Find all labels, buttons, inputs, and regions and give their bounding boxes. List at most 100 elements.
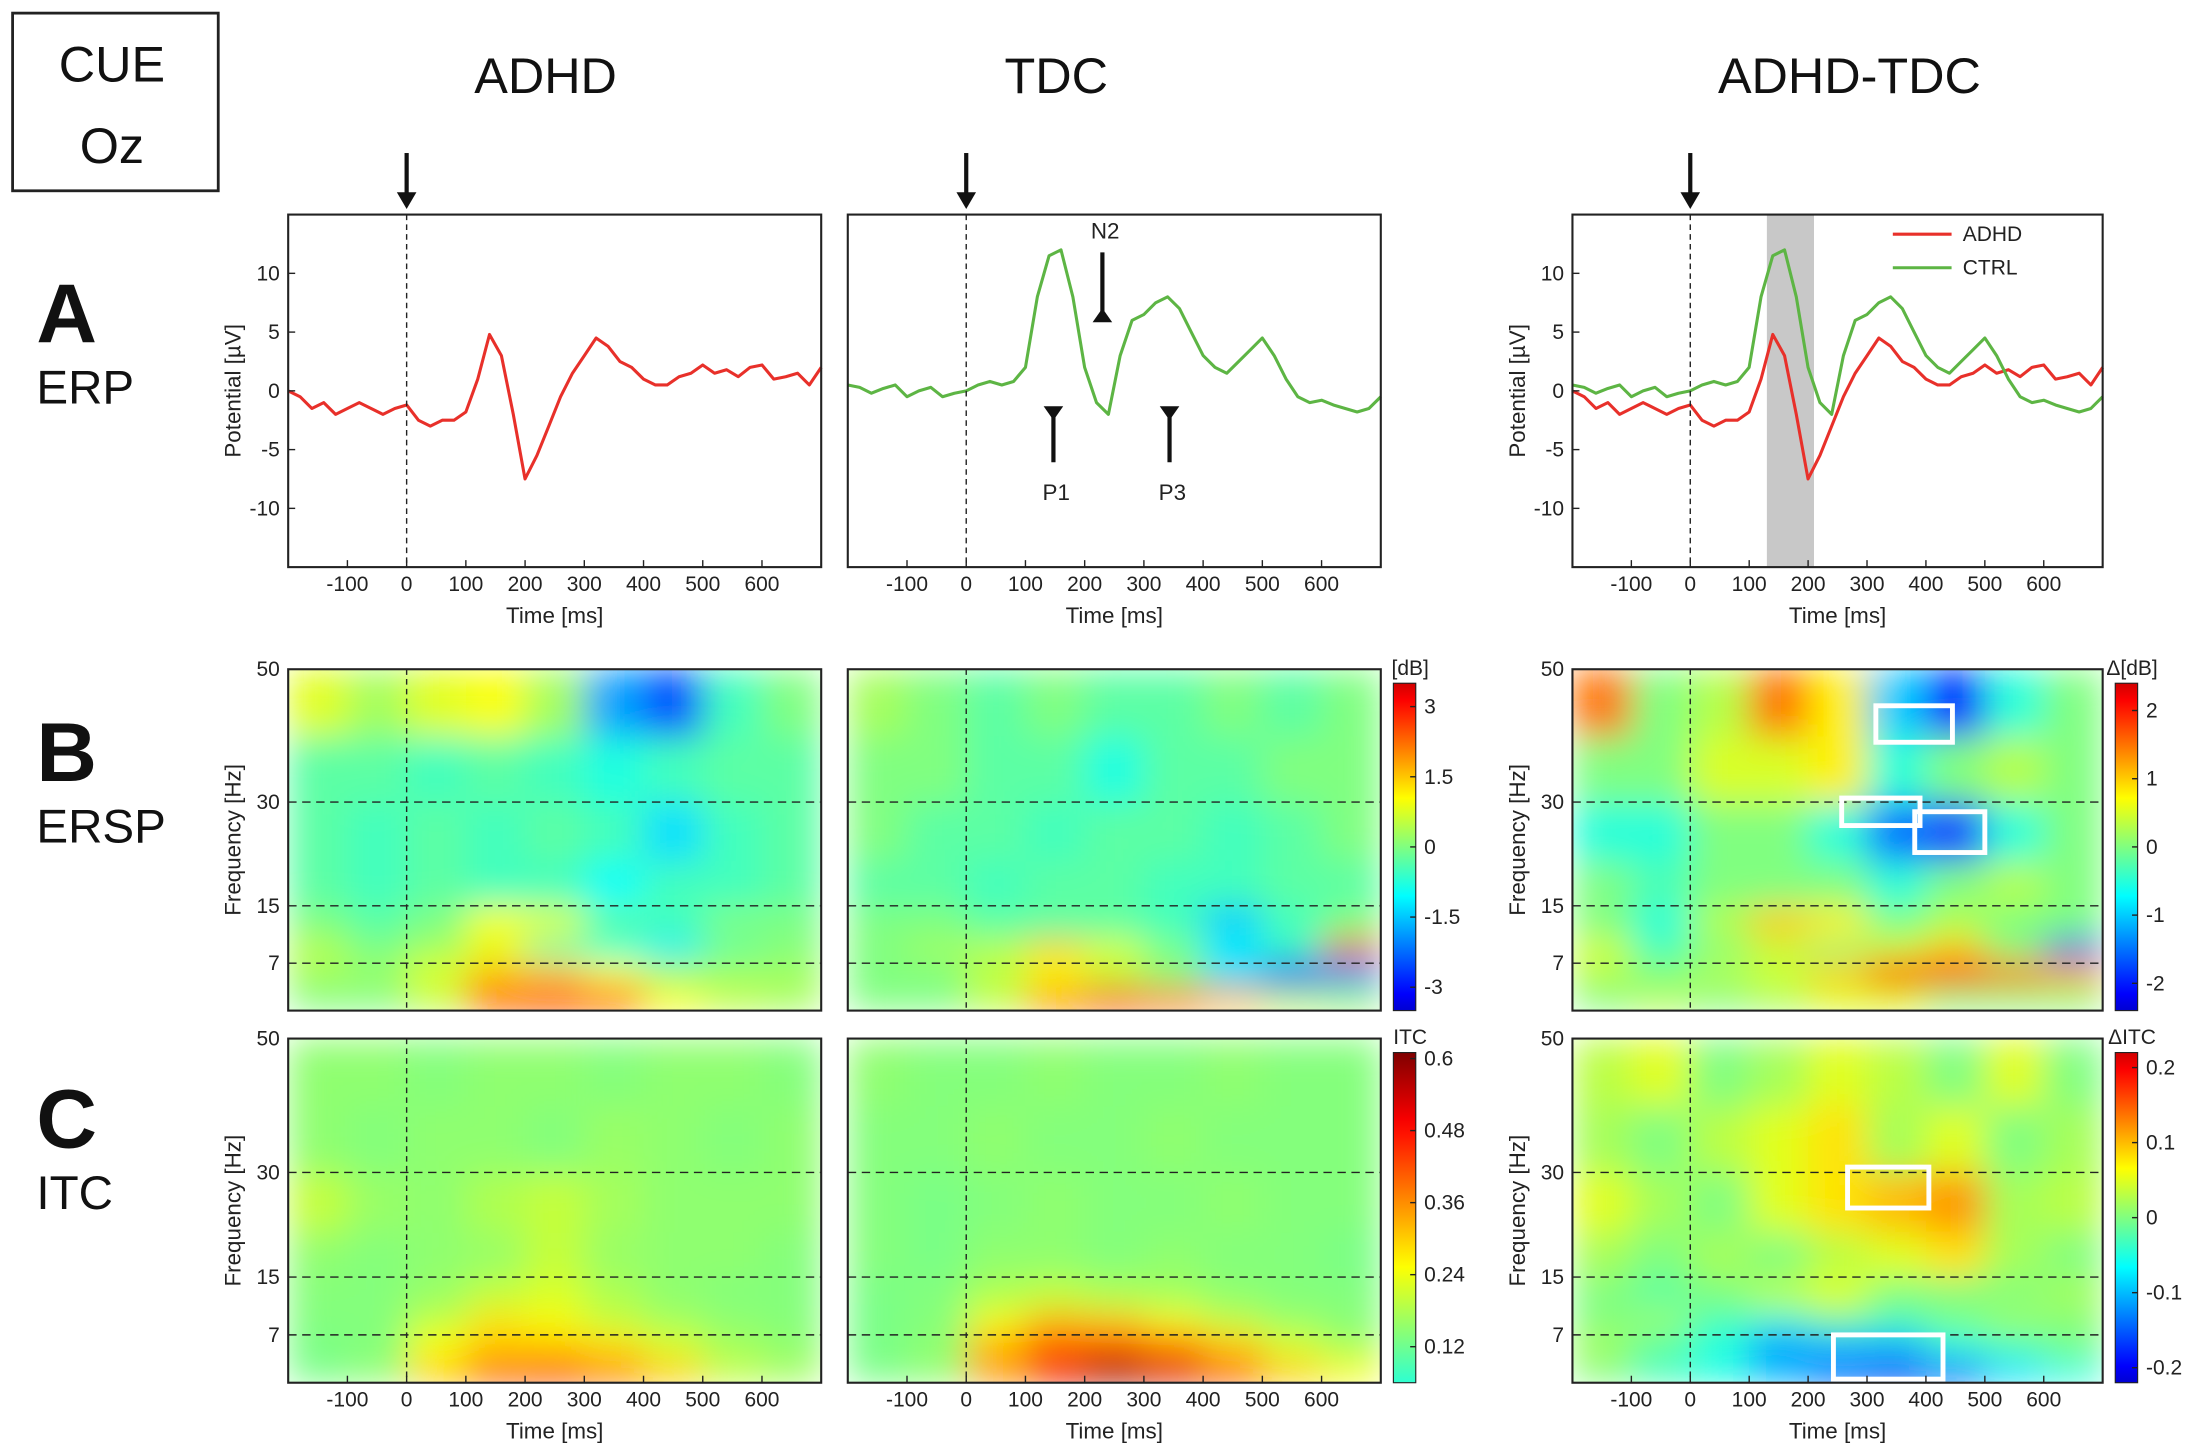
heatmap-cell [1262,802,1323,862]
x-tick-label: 200 [1791,573,1826,596]
heatmap-cell [1262,860,1323,907]
x-tick-label: 500 [1245,573,1280,596]
heatmap-cell [584,735,645,803]
heatmap-cell [1143,1172,1204,1233]
line-series [847,248,1382,416]
annotation-arrowhead [1159,406,1180,421]
heatmap-cell [1203,1309,1264,1332]
heatmap-cell [525,959,586,988]
heatmap-cell [1808,860,1868,907]
heatmap-cell [525,860,586,907]
x-axis-label: Time [ms] [1789,603,1886,628]
heatmap-cell [1631,669,1691,737]
heatmap-cell [1867,1105,1927,1174]
heatmap-cell [288,1309,349,1332]
y-tick-label: 30 [1541,1161,1564,1184]
heatmap-cell [584,669,645,737]
heatmap-cell [288,802,349,862]
heatmap-cell [1808,1309,1868,1332]
y-tick-label: 50 [256,1028,279,1051]
heatmap-cell [1025,986,1086,1011]
x-tick-label: 300 [567,1389,602,1412]
heatmap-cell [1025,1331,1086,1360]
colorbar-tick-label: 0.48 [1424,1120,1465,1143]
y-tick-label: 50 [1541,658,1564,681]
heatmap-cell [907,1105,967,1174]
heatmap-cell [1084,735,1145,803]
heatmap-cell [465,1309,526,1332]
plot-frame [287,213,823,569]
y-axis-label: Frequency [Hz] [221,764,246,916]
heatmap-cell [702,1309,763,1332]
heatmap-cell [847,1038,908,1107]
x-tick-label: 0 [960,573,972,596]
heatmap-cell [847,959,908,988]
heatmap-cell [1025,1105,1086,1174]
heatmap-cell [288,905,349,939]
heatmap-cell [1572,1038,1633,1107]
heatmap-cell [1925,1231,1986,1278]
heatmap-cell [907,1309,967,1332]
heatmap-cell [1984,1331,2045,1360]
heatmap-cell [643,959,704,988]
heatmap-cell [1321,860,1381,907]
heatmap-cell [1262,1358,1323,1383]
heatmap-cell [907,1358,967,1383]
heatmap-cell [465,1358,526,1383]
heatmap-cell [1690,735,1750,803]
heatmap-cell [1867,1172,1927,1233]
heatmap-cell [702,1331,763,1360]
heatmap-cell [1984,1038,2045,1107]
heatmap-cell [584,860,645,907]
heatmap-cell [847,1105,908,1174]
heatmap-cell [525,1358,586,1383]
heatmap-cell [1203,802,1264,862]
cue-arrowhead [956,192,977,209]
annotation-arrowhead [1043,406,1064,421]
heatmap-cell [1690,1309,1750,1332]
heatmap-cell [406,802,467,862]
x-tick-label: 500 [1245,1389,1280,1412]
heatmap-cell [1262,986,1323,1011]
heatmap-cell [1262,669,1323,737]
heatmap-cell [1984,905,2045,939]
heatmap-cell [907,959,967,988]
x-tick-label: 100 [1008,1389,1043,1412]
heatmap-cell [1572,1358,1633,1383]
heatmap-clip [1572,669,2103,1011]
x-axis-label: Time [ms] [506,1419,603,1444]
heatmap-cell [1321,1172,1381,1233]
heatmap-cell [847,802,908,862]
cue-arrowhead [1680,192,1701,209]
plot-frame [846,213,1382,569]
heatmap-cell [1084,1277,1145,1311]
heatmap-cell [702,1038,763,1107]
heatmap-cell [1925,669,1986,737]
heatmap-cell [1690,1331,1750,1360]
heatmap-cell [643,860,704,907]
box-line: CUE [59,36,165,93]
heatmap-cell [1262,959,1323,988]
x-tick-label: 100 [1008,573,1043,596]
colorbar-tick-label: -2 [2146,972,2165,995]
heatmap-cell [1025,1038,1086,1107]
heatmap-cell [525,1172,586,1233]
heatmap-cell [1690,1358,1750,1383]
heatmap-cell [406,1231,467,1278]
heatmap-cell [1321,986,1381,1011]
heatmap-cell [1143,986,1204,1011]
heatmap-cell [465,1331,526,1360]
heatmap-cell [525,1331,586,1360]
heatmap-cell [761,986,822,1011]
heatmap-cell [347,986,408,1011]
heatmap-cell [702,1105,763,1174]
heatmap-cell [347,1038,408,1107]
heatmap-cell [1690,860,1750,907]
heatmap-cell [1203,1358,1264,1383]
y-tick-label: 15 [1541,895,1564,918]
x-tick-label: 400 [1908,573,1943,596]
heatmap-cell [1143,959,1204,988]
heatmap-cell [1867,905,1927,939]
x-tick-label: 600 [744,573,779,596]
heatmap-cell [584,1105,645,1174]
